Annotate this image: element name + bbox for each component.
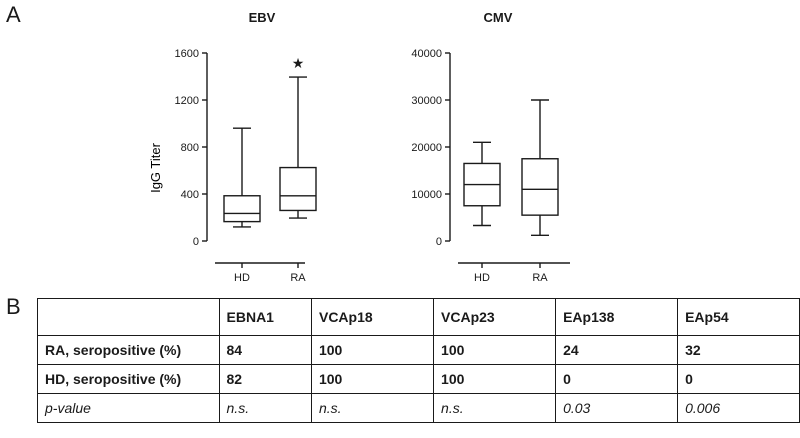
table-cell: 100 bbox=[433, 335, 557, 365]
y-tick-label: 40000 bbox=[411, 48, 442, 60]
row-label: p-value bbox=[37, 393, 220, 423]
table-header-cell: EBNA1 bbox=[218, 298, 312, 336]
table-row: p-value n.s. n.s. n.s. 0.03 0.006 bbox=[37, 393, 800, 423]
y-tick-label: 20000 bbox=[411, 142, 442, 154]
y-tick-label: 1600 bbox=[175, 48, 199, 60]
row-label: HD, seropositive (%) bbox=[37, 364, 220, 394]
row-label: RA, seropositive (%) bbox=[37, 335, 220, 365]
table-cell: n.s. bbox=[310, 393, 435, 423]
box-iqr bbox=[223, 195, 261, 223]
y-tick-label: 0 bbox=[436, 236, 442, 248]
table-cell: 100 bbox=[310, 335, 435, 365]
box-iqr bbox=[521, 158, 559, 216]
x-tick-label: HD bbox=[474, 272, 490, 284]
panel-label-b: B bbox=[6, 294, 21, 319]
table-cell: n.s. bbox=[433, 393, 557, 423]
y-axis-label: IgG Titer bbox=[148, 142, 163, 193]
y-tick-label: 30000 bbox=[411, 95, 442, 107]
table-cell: 0 bbox=[555, 364, 679, 394]
table-cell: 84 bbox=[218, 335, 312, 365]
table-header-cell: EAp138 bbox=[555, 298, 679, 336]
y-tick-label: 0 bbox=[193, 236, 199, 248]
table-cell: n.s. bbox=[218, 393, 312, 423]
y-tick-label: 1200 bbox=[175, 95, 199, 107]
table-cell: 0 bbox=[677, 364, 800, 394]
y-tick-label: 10000 bbox=[411, 189, 442, 201]
table-header-cell: VCAp23 bbox=[433, 298, 557, 336]
x-tick-label: HD bbox=[234, 272, 250, 284]
table-header-cell bbox=[37, 298, 220, 336]
table-row: RA, seropositive (%) 84 100 100 24 32 bbox=[37, 335, 800, 365]
table-cell: 24 bbox=[555, 335, 679, 365]
x-tick-label: RA bbox=[532, 272, 548, 284]
table-row: HD, seropositive (%) 82 100 100 0 0 bbox=[37, 364, 800, 394]
chart-title: CMV bbox=[484, 10, 513, 25]
x-tick-label: RA bbox=[290, 272, 306, 284]
boxplot-charts: IgG Titer EBV 0 400 800 1200 1600 HD RA ★ CMV 0 100… bbox=[148, 10, 570, 284]
table-cell: 32 bbox=[677, 335, 800, 365]
table-cell: 100 bbox=[310, 364, 435, 394]
y-tick-label: 800 bbox=[181, 142, 199, 154]
table-cell: 0.006 bbox=[677, 393, 800, 423]
significance-star: ★ bbox=[292, 55, 305, 71]
table-header-cell: EAp54 bbox=[677, 298, 800, 336]
seropositivity-table: EBNA1 VCAp18 VCAp23 EAp138 EAp54 RA, ser… bbox=[37, 298, 800, 423]
panel-label-a: A bbox=[6, 2, 21, 27]
table-cell: 100 bbox=[433, 364, 557, 394]
chart-title: EBV bbox=[249, 10, 276, 25]
box-iqr bbox=[279, 166, 317, 212]
table-header-row: EBNA1 VCAp18 VCAp23 EAp138 EAp54 bbox=[37, 298, 800, 336]
table-header-cell: VCAp18 bbox=[310, 298, 435, 336]
y-tick-label: 400 bbox=[181, 189, 199, 201]
table-cell: 0.03 bbox=[555, 393, 679, 423]
table-cell: 82 bbox=[218, 364, 312, 394]
